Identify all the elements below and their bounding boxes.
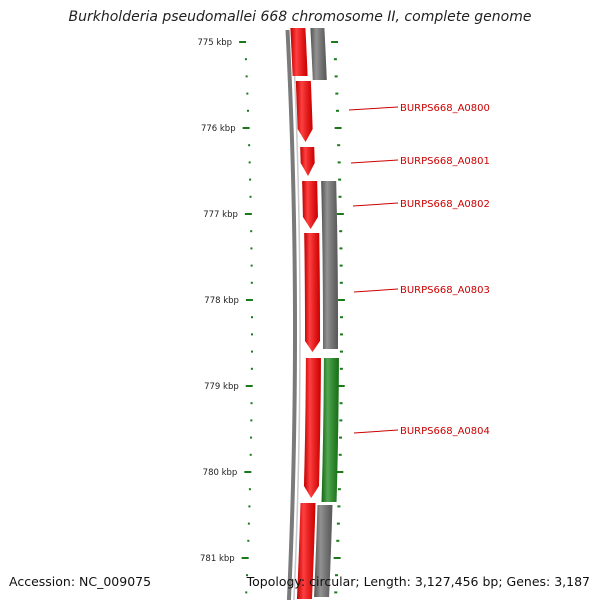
kbp-label: 779 kbp	[204, 382, 239, 392]
gene-leader-line	[348, 106, 399, 111]
cds-segment-shade	[304, 233, 320, 352]
kbp-label: 780 kbp	[203, 468, 238, 478]
map-title: Burkholderia pseudomallei 668 chromosome…	[68, 9, 532, 25]
backbone-track	[285, 29, 301, 600]
gray-feature-shade	[314, 505, 333, 597]
gene-leader-line	[353, 429, 399, 434]
kbp-label: 776 kbp	[201, 124, 236, 134]
cds-segment-shade	[303, 358, 321, 498]
cds-segment-shade	[290, 28, 308, 76]
gene-label[interactable]: BURPS668_A0801	[400, 156, 490, 167]
genome-summary: Topology: circular; Length: 3,127,456 bp…	[246, 574, 590, 589]
cds-segment-shade	[295, 81, 313, 142]
gene-labels: BURPS668_A0800 BURPS668_A0801 BURPS668_A08…	[348, 103, 490, 437]
kbp-label: 775 kbp	[197, 38, 232, 48]
accession-text: Accession: NC_009075	[9, 574, 152, 589]
backbone-line	[285, 29, 298, 600]
feature-track	[310, 28, 339, 597]
gene-label[interactable]: BURPS668_A0803	[400, 285, 490, 296]
backbone-highlight	[291, 29, 301, 600]
kbp-label: 781 kbp	[200, 554, 235, 564]
gene-leader-line	[353, 288, 399, 293]
cds-segment-shade	[302, 181, 318, 229]
gene-leader-line	[350, 159, 399, 164]
kbp-label: 778 kbp	[204, 296, 239, 306]
gene-leader-line	[352, 202, 399, 207]
gene-label[interactable]: BURPS668_A0804	[400, 426, 490, 437]
scale-ticks: 775 kbp 776 kbp 777 kbp 778 kbp 779 kbp 780 k…	[197, 38, 345, 594]
kbp-label: 777 kbp	[203, 210, 238, 220]
cds-segment-shade	[296, 503, 316, 599]
gray-feature-shade	[310, 28, 327, 80]
gene-label[interactable]: BURPS668_A0802	[400, 199, 490, 210]
gray-feature-shade	[321, 181, 338, 349]
gene-label[interactable]: BURPS668_A0800	[400, 103, 490, 114]
cds-track	[290, 28, 321, 599]
green-feature-shade	[321, 358, 339, 502]
cds-segment-shade	[300, 147, 315, 176]
